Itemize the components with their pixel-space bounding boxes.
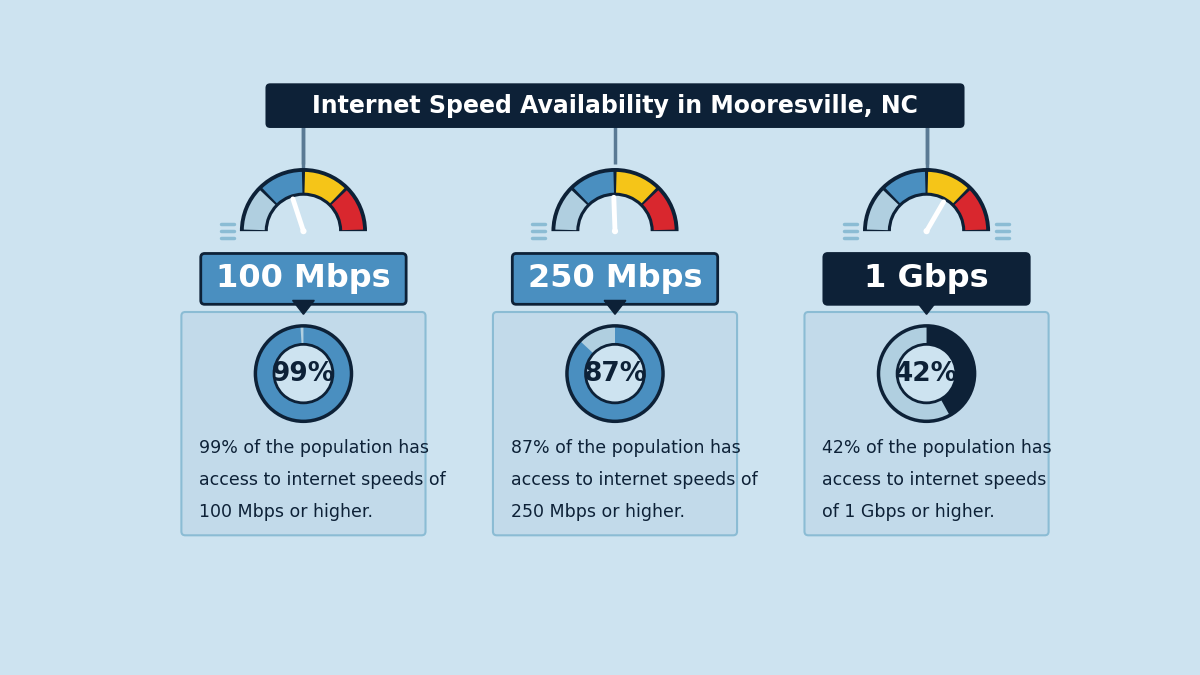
Wedge shape <box>574 172 614 203</box>
Wedge shape <box>331 190 364 230</box>
Wedge shape <box>256 326 352 421</box>
Wedge shape <box>926 326 974 415</box>
Text: 1 Gbps: 1 Gbps <box>864 263 989 294</box>
Wedge shape <box>552 168 678 231</box>
Polygon shape <box>293 300 314 315</box>
Wedge shape <box>256 326 352 421</box>
Text: Internet Speed Availability in Mooresville, NC: Internet Speed Availability in Mooresvil… <box>312 94 918 117</box>
FancyBboxPatch shape <box>493 312 737 535</box>
Wedge shape <box>878 326 974 421</box>
Polygon shape <box>604 300 626 315</box>
Circle shape <box>612 228 618 234</box>
Text: 250 Mbps: 250 Mbps <box>528 263 702 294</box>
Text: 42%: 42% <box>895 360 958 387</box>
Wedge shape <box>240 168 367 231</box>
Wedge shape <box>928 172 967 203</box>
Circle shape <box>924 228 930 234</box>
Wedge shape <box>244 190 275 230</box>
FancyBboxPatch shape <box>265 83 965 128</box>
Wedge shape <box>886 172 925 203</box>
Text: 100 Mbps: 100 Mbps <box>216 263 391 294</box>
Text: 87%: 87% <box>583 360 647 387</box>
Wedge shape <box>556 190 587 230</box>
Wedge shape <box>955 190 986 230</box>
Circle shape <box>587 346 643 402</box>
Circle shape <box>899 346 955 402</box>
Text: 42% of the population has
access to internet speeds
of 1 Gbps or higher.: 42% of the population has access to inte… <box>822 439 1052 521</box>
Wedge shape <box>263 172 302 203</box>
Wedge shape <box>566 326 664 421</box>
FancyBboxPatch shape <box>200 254 406 304</box>
FancyBboxPatch shape <box>824 254 1030 304</box>
Circle shape <box>275 346 331 402</box>
FancyBboxPatch shape <box>181 312 426 535</box>
Circle shape <box>300 228 306 234</box>
Wedge shape <box>863 168 990 231</box>
Wedge shape <box>566 326 664 421</box>
Wedge shape <box>305 172 344 203</box>
Polygon shape <box>916 300 937 315</box>
Text: 99% of the population has
access to internet speeds of
100 Mbps or higher.: 99% of the population has access to inte… <box>199 439 446 521</box>
Text: 87% of the population has
access to internet speeds of
250 Mbps or higher.: 87% of the population has access to inte… <box>511 439 757 521</box>
FancyBboxPatch shape <box>512 254 718 304</box>
Text: 99%: 99% <box>272 360 335 387</box>
Wedge shape <box>616 172 656 203</box>
Wedge shape <box>866 190 899 230</box>
Wedge shape <box>643 190 674 230</box>
FancyBboxPatch shape <box>804 312 1049 535</box>
